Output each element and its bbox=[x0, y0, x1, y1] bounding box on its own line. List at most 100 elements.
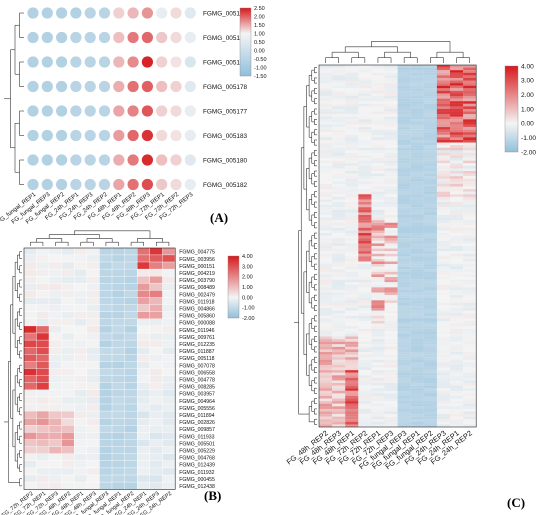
heatmap-cell bbox=[61, 311, 74, 319]
heatmap-cell bbox=[61, 276, 74, 284]
heatmap-cell bbox=[397, 116, 411, 120]
heatmap-cell bbox=[332, 114, 346, 117]
heatmap-cell bbox=[124, 475, 137, 482]
heatmap-cell bbox=[410, 305, 424, 309]
heatmap-cell bbox=[74, 311, 87, 319]
heatmap-cell bbox=[345, 181, 359, 185]
heatmap-cell bbox=[384, 380, 398, 384]
heatmap-cell bbox=[371, 403, 385, 407]
heatmap-cell bbox=[450, 80, 464, 84]
heatmap-cell bbox=[24, 404, 37, 411]
heatmap-cell bbox=[436, 194, 451, 197]
heatmap-dot bbox=[141, 31, 153, 44]
heatmap-cell bbox=[358, 274, 372, 278]
row-label: FGMG_003956 bbox=[179, 257, 215, 263]
heatmap-cell bbox=[319, 336, 333, 340]
heatmap-cell bbox=[49, 326, 62, 333]
heatmap-cell bbox=[397, 194, 411, 197]
heatmap-cell bbox=[358, 137, 372, 141]
heatmap-cell bbox=[358, 191, 372, 195]
heatmap-cell bbox=[345, 336, 359, 340]
heatmap-dot bbox=[27, 129, 39, 142]
heatmap-cell bbox=[423, 264, 437, 267]
heatmap-cell bbox=[410, 139, 424, 143]
heatmap-cell bbox=[319, 377, 333, 381]
heatmap-cell bbox=[345, 403, 359, 407]
heatmap-cell bbox=[436, 315, 451, 319]
heatmap-cell bbox=[436, 302, 451, 306]
heatmap-cell bbox=[36, 333, 49, 340]
heatmap-cell bbox=[74, 482, 87, 489]
heatmap-cell bbox=[24, 382, 37, 390]
heatmap-cell bbox=[332, 277, 346, 280]
heatmap-cell bbox=[423, 134, 437, 138]
heatmap-cell bbox=[397, 160, 411, 164]
heatmap-cell bbox=[423, 248, 437, 252]
heatmap-cell bbox=[384, 222, 398, 226]
panel-b-row-labels: FGMG_004775FGMG_003956FGMG_000151FGMG_00… bbox=[179, 250, 215, 490]
heatmap-cell bbox=[74, 475, 87, 482]
row-label: FGMG_007078 bbox=[179, 363, 215, 369]
heatmap-cell bbox=[112, 411, 125, 418]
heatmap-cell bbox=[450, 108, 464, 112]
heatmap-cell bbox=[384, 315, 398, 319]
heatmap-cell bbox=[332, 424, 346, 428]
heatmap-cell bbox=[345, 114, 359, 117]
heatmap-cell bbox=[423, 284, 437, 288]
heatmap-cell bbox=[358, 111, 372, 115]
heatmap-cell bbox=[450, 171, 464, 174]
row-label: FGMG_012235 bbox=[179, 342, 215, 348]
heatmap-cell bbox=[450, 101, 464, 104]
heatmap-cell bbox=[162, 361, 175, 369]
heatmap-cell bbox=[410, 297, 424, 301]
heatmap-cell bbox=[150, 276, 163, 284]
heatmap-cell bbox=[319, 364, 333, 368]
heatmap-cell bbox=[384, 114, 398, 117]
heatmap-cell bbox=[332, 150, 346, 154]
heatmap-cell bbox=[345, 308, 359, 311]
heatmap-cell bbox=[423, 328, 437, 332]
heatmap-cell bbox=[99, 304, 112, 312]
heatmap-cell bbox=[99, 375, 112, 383]
heatmap-cell bbox=[319, 372, 333, 376]
heatmap-cell bbox=[384, 390, 398, 394]
heatmap-cell bbox=[450, 419, 464, 422]
heatmap-cell bbox=[397, 214, 411, 218]
heatmap-cell bbox=[436, 72, 451, 76]
heatmap-cell bbox=[319, 328, 333, 332]
heatmap-cell bbox=[345, 72, 359, 76]
heatmap-cell bbox=[450, 310, 464, 314]
heatmap-cell bbox=[397, 227, 411, 231]
heatmap-cell bbox=[358, 401, 372, 404]
heatmap-cell bbox=[319, 395, 333, 399]
heatmap-cell bbox=[463, 341, 477, 345]
heatmap-cell bbox=[384, 328, 398, 332]
heatmap-cell bbox=[74, 461, 87, 468]
heatmap-cell bbox=[332, 271, 346, 275]
heatmap-cell bbox=[397, 274, 411, 278]
heatmap-cell bbox=[384, 111, 398, 115]
heatmap-cell bbox=[162, 297, 175, 305]
heatmap-cell bbox=[423, 111, 437, 115]
heatmap-cell bbox=[345, 256, 359, 260]
heatmap-cell bbox=[358, 152, 372, 156]
color-scale-tick-label: 1.50 bbox=[254, 23, 265, 29]
heatmap-cell bbox=[410, 235, 424, 239]
heatmap-cell bbox=[74, 382, 87, 390]
heatmap-cell bbox=[463, 370, 477, 373]
heatmap-cell bbox=[423, 103, 437, 107]
heatmap-cell bbox=[345, 331, 359, 335]
heatmap-cell bbox=[332, 186, 346, 190]
heatmap-cell bbox=[24, 262, 37, 269]
heatmap-cell bbox=[345, 173, 359, 177]
heatmap-cell bbox=[423, 127, 437, 130]
row-label: FGMG_005860 bbox=[179, 314, 215, 320]
heatmap-cell bbox=[410, 341, 424, 345]
heatmap-cell bbox=[463, 411, 477, 415]
heatmap-cell bbox=[87, 390, 100, 397]
heatmap-cell bbox=[384, 320, 398, 324]
heatmap-cell bbox=[358, 155, 372, 159]
heatmap-cell bbox=[450, 127, 464, 130]
heatmap-cell bbox=[450, 111, 464, 115]
heatmap-cell bbox=[384, 158, 398, 161]
